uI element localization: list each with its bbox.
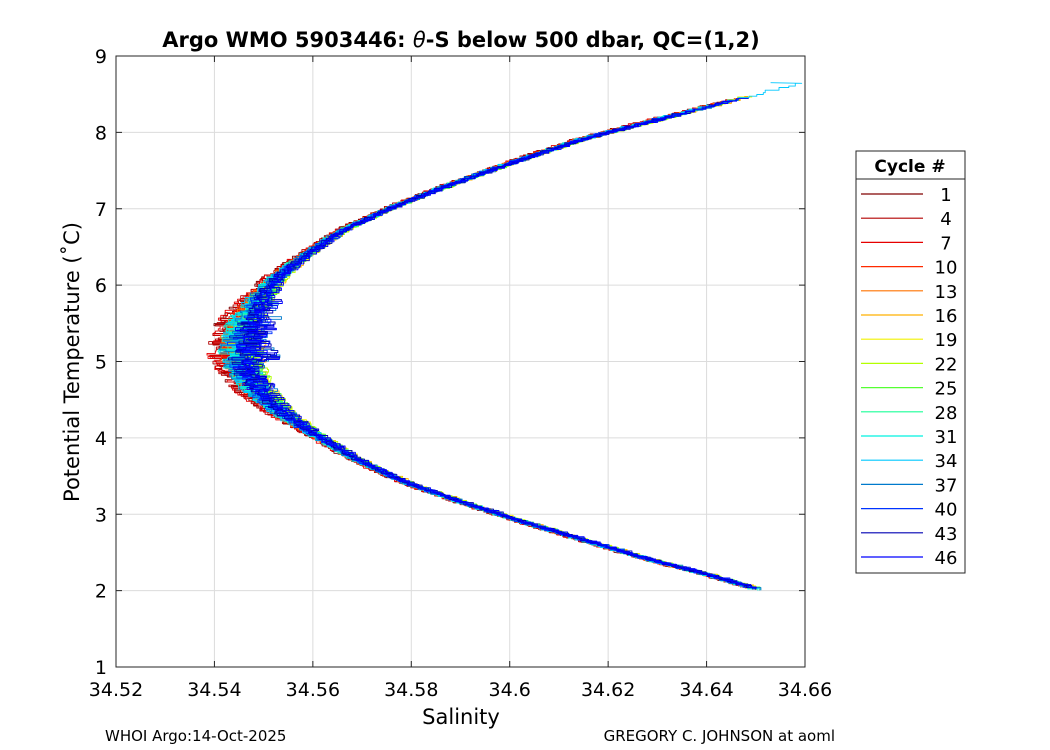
x-tick-label: 34.66 (778, 679, 832, 701)
legend-label: 7 (940, 233, 951, 254)
legend-label: 25 (935, 379, 958, 400)
x-tick-label: 34.6 (489, 679, 531, 701)
x-tick-label: 34.62 (581, 679, 635, 701)
y-tick-label: 1 (95, 657, 107, 679)
legend-label: 22 (935, 354, 958, 375)
footer-left: WHOI Argo:14-Oct-2025 (105, 727, 286, 745)
y-tick-label: 4 (95, 428, 107, 450)
profile-line-cycle-45 (228, 102, 754, 590)
legend-label: 19 (935, 330, 958, 351)
y-axis-ticks: 1 2 3 4 5 6 7 8 9 (95, 46, 805, 679)
legend-label: 13 (935, 282, 958, 303)
y-tick-label: 3 (95, 504, 107, 526)
x-axis-ticks: 34.52 34.54 34.56 34.58 34.6 34.62 34.64 34.66 (89, 56, 832, 701)
legend-label: 34 (935, 451, 958, 472)
legend-label: 37 (935, 475, 958, 496)
x-axis-label: Salinity (422, 705, 500, 729)
legend-label: 4 (940, 209, 951, 230)
y-tick-label: 2 (95, 581, 107, 603)
y-tick-label: 8 (95, 122, 107, 144)
x-tick-label: 34.64 (679, 679, 733, 701)
x-tick-label: 34.52 (89, 679, 143, 701)
legend-box (855, 150, 966, 574)
x-tick-label: 34.58 (384, 679, 438, 701)
legend-label: 16 (935, 306, 958, 327)
profile-lines (206, 82, 803, 591)
chart-title: Argo WMO 5903446: θ-S below 500 dbar, QC… (162, 28, 759, 52)
y-tick-label: 5 (95, 352, 107, 374)
legend-label: 10 (935, 258, 958, 279)
x-tick-label: 34.54 (187, 679, 241, 701)
legend-title: Cycle # (874, 157, 945, 177)
y-tick-label: 7 (95, 199, 107, 221)
footer-right: GREGORY C. JOHNSON at aoml (604, 727, 835, 745)
legend-entries: 1 4 7 10 13 16 19 22 25 28 31 34 37 40 43 46 (861, 185, 957, 569)
legend-label: 1 (940, 185, 951, 206)
legend-label: 43 (935, 524, 958, 545)
legend-label: 31 (935, 427, 958, 448)
y-axis-label: Potential Temperature (˚C) (60, 222, 84, 502)
profile-line-cycle-48 (243, 98, 757, 589)
grid-lines (116, 56, 805, 667)
y-tick-label: 6 (95, 275, 107, 297)
legend-label: 40 (935, 500, 958, 521)
legend-label: 28 (935, 403, 958, 424)
legend-label: 46 (935, 548, 958, 569)
y-tick-label: 9 (95, 46, 107, 68)
x-tick-label: 34.56 (286, 679, 340, 701)
legend: Cycle # 1 4 7 10 13 16 19 22 25 28 31 34 37 40 43 46 (855, 150, 966, 574)
